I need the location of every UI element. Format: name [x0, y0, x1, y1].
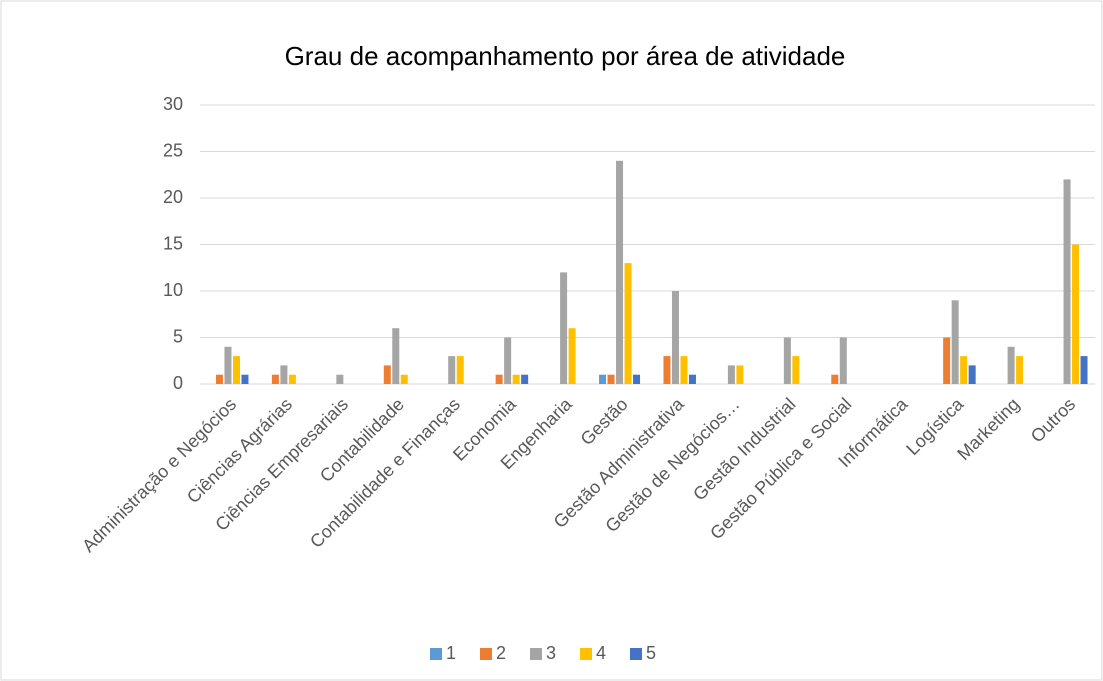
- y-tick-label: 20: [163, 187, 183, 207]
- bar: [392, 328, 400, 384]
- bar: [400, 374, 408, 384]
- bar: [671, 291, 679, 384]
- y-tick-label: 30: [163, 94, 183, 114]
- bar: [224, 346, 232, 384]
- bar: [839, 337, 847, 384]
- bar: [960, 356, 968, 384]
- y-tick-label: 0: [173, 373, 183, 393]
- legend-swatch: [630, 648, 642, 660]
- bar: [1007, 346, 1015, 384]
- legend-label: 2: [496, 643, 506, 663]
- bar: [512, 374, 520, 384]
- bar: [336, 374, 344, 384]
- bar: [633, 374, 641, 384]
- legend-swatch: [480, 648, 492, 660]
- bar: [1063, 179, 1071, 384]
- y-tick-label: 5: [173, 326, 183, 346]
- bar: [521, 374, 529, 384]
- y-tick-label: 25: [163, 140, 183, 160]
- bar: [568, 328, 576, 384]
- bar: [1016, 356, 1024, 384]
- legend-label: 1: [446, 643, 456, 663]
- bar: [271, 374, 279, 384]
- bar: [943, 337, 951, 384]
- legend-swatch: [530, 648, 542, 660]
- bar: [680, 356, 688, 384]
- bar: [783, 337, 791, 384]
- bar: [448, 356, 456, 384]
- y-tick-label: 15: [163, 233, 183, 253]
- bar: [688, 374, 696, 384]
- bar: [288, 374, 296, 384]
- bar: [215, 374, 223, 384]
- bar: [599, 374, 607, 384]
- bar: [792, 356, 800, 384]
- bar: [560, 272, 568, 384]
- legend-swatch: [580, 648, 592, 660]
- bar: [456, 356, 464, 384]
- bar: [968, 365, 976, 384]
- bar: [607, 374, 615, 384]
- bar: [280, 365, 288, 384]
- y-tick-label: 10: [163, 280, 183, 300]
- bar: [495, 374, 503, 384]
- bar: [241, 374, 249, 384]
- bar: [383, 365, 391, 384]
- bar: [736, 365, 744, 384]
- bar: [1072, 244, 1080, 384]
- legend-label: 4: [596, 643, 606, 663]
- bar: [504, 337, 512, 384]
- bar: [232, 356, 240, 384]
- bar: [727, 365, 735, 384]
- bar: [616, 160, 624, 384]
- legend-swatch: [430, 648, 442, 660]
- chart-title: Grau de acompanhamento por área de ativi…: [285, 41, 846, 71]
- bar: [624, 263, 632, 384]
- bar: [663, 356, 671, 384]
- legend-label: 5: [646, 643, 656, 663]
- legend-label: 3: [546, 643, 556, 663]
- bar: [831, 374, 839, 384]
- bar: [951, 300, 959, 384]
- bar: [1080, 356, 1088, 384]
